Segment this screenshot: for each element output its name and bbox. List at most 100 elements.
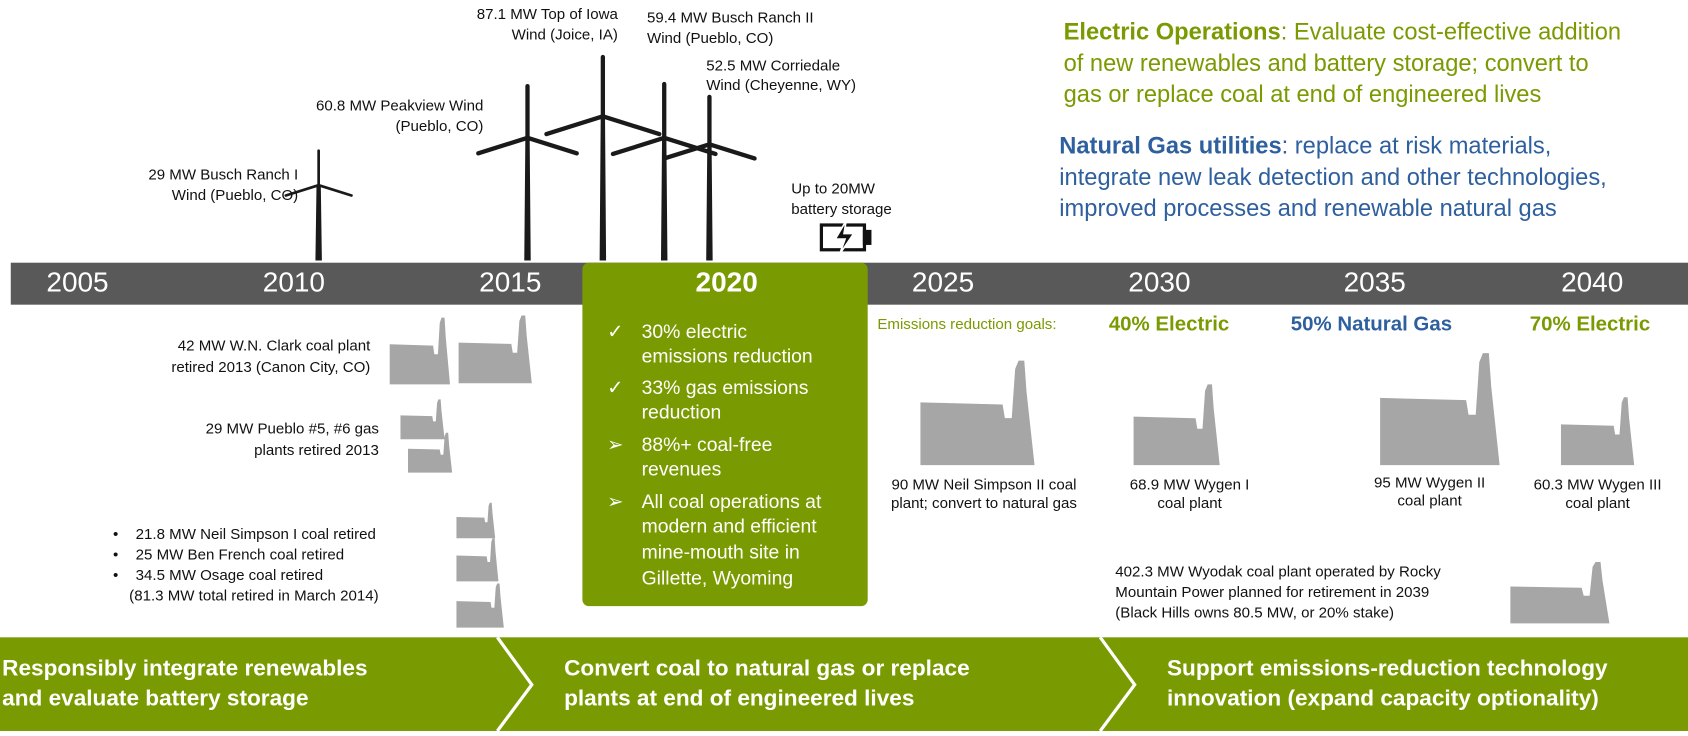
retired-label: 42 MW W.N. Clark coal plant bbox=[178, 338, 371, 355]
year-label: 2005 bbox=[46, 267, 108, 298]
item-text: emissions reduction bbox=[642, 346, 813, 368]
tower bbox=[524, 137, 531, 261]
wind-turbine bbox=[662, 94, 757, 261]
blade bbox=[544, 114, 606, 137]
planned-label: 90 MW Neil Simpson II coal bbox=[891, 477, 1076, 494]
item-marker: ✓ bbox=[607, 321, 623, 343]
blade bbox=[317, 183, 353, 197]
blade bbox=[707, 142, 757, 161]
year-label: 2030 bbox=[1128, 267, 1190, 298]
item-text: 33% gas emissions bbox=[642, 377, 809, 399]
wind-turbine bbox=[610, 81, 718, 261]
strategy-heading: Electric Operations bbox=[1064, 20, 1281, 46]
blade bbox=[284, 183, 320, 197]
strategy-line: improved processes and renewable natural… bbox=[1059, 196, 1556, 222]
tower bbox=[315, 185, 322, 261]
planned-label: coal plant bbox=[1565, 495, 1630, 512]
coal-plant-icon bbox=[1560, 397, 1635, 466]
chevron bbox=[496, 636, 534, 732]
phase-label: and evaluate battery storage bbox=[2, 686, 308, 711]
strategy-line: : Evaluate cost-effective addition bbox=[1281, 20, 1621, 46]
item-marker: ➢ bbox=[607, 434, 623, 456]
wind-project-label: Wind (Joice, IA) bbox=[512, 27, 618, 44]
strategy-heading: Natural Gas utilities bbox=[1059, 134, 1281, 160]
item-text: revenues bbox=[642, 459, 722, 481]
planned-label: plant; convert to natural gas bbox=[891, 495, 1077, 512]
wind-turbine bbox=[476, 83, 579, 261]
item-text: mine-mouth site in bbox=[642, 541, 800, 563]
blade bbox=[525, 135, 579, 156]
wind-project-label: 87.1 MW Top of Iowa bbox=[477, 6, 619, 23]
bullet: • bbox=[113, 546, 118, 563]
goal: 50% Natural Gas bbox=[1291, 313, 1452, 336]
coal-plant-icon bbox=[456, 583, 504, 628]
highlight-box bbox=[582, 262, 868, 607]
phase-label: plants at end of engineered lives bbox=[564, 686, 914, 711]
goal: 40% Electric bbox=[1109, 313, 1229, 336]
year-label: 2020 bbox=[696, 267, 758, 298]
retired-note: (81.3 MW total retired in March 2014) bbox=[129, 587, 378, 604]
year-label: 2040 bbox=[1561, 267, 1623, 298]
retired-item: 34.5 MW Osage coal retired bbox=[136, 567, 324, 584]
item-marker: ✓ bbox=[607, 377, 623, 399]
wind-project-label: 29 MW Busch Ranch I bbox=[148, 166, 298, 183]
planned-label: 60.3 MW Wygen III bbox=[1534, 477, 1662, 494]
item-text: 30% electric bbox=[642, 321, 748, 343]
coal-plant-icon bbox=[389, 317, 450, 385]
coal-plant-icon bbox=[456, 538, 499, 582]
phase-band bbox=[0, 637, 1688, 731]
wind-project-label: (Pueblo, CO) bbox=[395, 118, 483, 135]
strategy-text: Electric Operations: Evaluate cost-effec… bbox=[1064, 20, 1621, 46]
strategy-line: of new renewables and battery storage; c… bbox=[1064, 51, 1589, 77]
tower bbox=[706, 144, 713, 261]
planned-label: (Black Hills owns 80.5 MW, or 20% stake) bbox=[1115, 605, 1394, 622]
planned-label: Mountain Power planned for retirement in… bbox=[1115, 584, 1429, 601]
item-text: All coal operations at bbox=[642, 491, 822, 513]
battery-icon bbox=[819, 220, 872, 255]
wind-project-label: Wind (Cheyenne, WY) bbox=[706, 77, 856, 94]
battery-label: Up to 20MW bbox=[791, 180, 875, 197]
phase-label: Convert coal to natural gas or replace bbox=[564, 656, 970, 681]
coal-plant-icon bbox=[408, 432, 453, 473]
retired-label: retired 2013 (Canon City, CO) bbox=[171, 359, 370, 376]
bullet: • bbox=[113, 567, 118, 584]
phase-label: innovation (expand capacity optionality) bbox=[1167, 686, 1599, 711]
item-marker: ➢ bbox=[607, 491, 623, 513]
wind-project-label: Wind (Pueblo, CO) bbox=[172, 187, 298, 204]
planned-label: 68.9 MW Wygen I bbox=[1130, 477, 1250, 494]
blade bbox=[610, 135, 667, 157]
wind-project-label: 52.5 MW Corriedale bbox=[706, 58, 840, 75]
phase-label: Responsibly integrate renewables bbox=[2, 656, 367, 681]
item-text: 88%+ coal-free bbox=[642, 434, 773, 456]
tower bbox=[599, 116, 607, 261]
strategy-text: Natural Gas utilities: replace at risk m… bbox=[1059, 134, 1551, 160]
planned-label: 95 MW Wygen II bbox=[1374, 474, 1485, 491]
retired-label: plants retired 2013 bbox=[254, 442, 379, 459]
item-text: modern and efficient bbox=[642, 516, 818, 538]
tower bbox=[660, 137, 668, 261]
retired-item: 25 MW Ben French coal retired bbox=[136, 546, 344, 563]
goals-label: Emissions reduction goals: bbox=[877, 316, 1056, 333]
coal-plant-icon bbox=[920, 360, 1035, 466]
retired-label: 29 MW Pueblo #5, #6 gas bbox=[206, 421, 379, 438]
wind-project-label: 59.4 MW Busch Ranch II bbox=[647, 9, 814, 26]
coal-plant-icon bbox=[400, 399, 445, 440]
strategy-line: : replace at risk materials, bbox=[1282, 134, 1552, 160]
blade bbox=[662, 135, 718, 157]
blade bbox=[476, 135, 530, 156]
wind-project-label: 60.8 MW Peakview Wind bbox=[316, 98, 483, 115]
battery-label: battery storage bbox=[791, 201, 891, 218]
planned-label: coal plant bbox=[1157, 495, 1222, 512]
bullet: • bbox=[113, 526, 118, 543]
coal-plant-icon bbox=[458, 315, 532, 384]
planned-label: 402.3 MW Wyodak coal plant operated by R… bbox=[1115, 564, 1441, 581]
coal-plant-icon bbox=[1133, 384, 1220, 466]
year-label: 2010 bbox=[263, 267, 325, 298]
coal-plant-icon bbox=[1380, 353, 1500, 466]
chevron bbox=[1098, 636, 1137, 732]
retired-item: 21.8 MW Neil Simpson I coal retired bbox=[136, 526, 376, 543]
blade bbox=[600, 114, 662, 137]
strategy-line: integrate new leak detection and other t… bbox=[1059, 165, 1606, 191]
year-label: 2035 bbox=[1344, 267, 1406, 298]
